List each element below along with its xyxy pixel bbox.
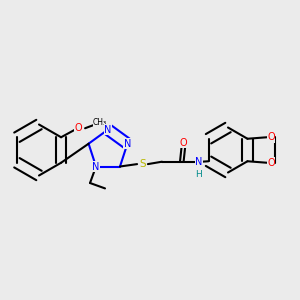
Text: N: N [104,124,112,135]
Text: S: S [139,159,146,169]
Text: N: N [124,139,131,149]
Text: O: O [179,138,187,148]
Text: O: O [267,158,275,168]
Text: O: O [267,132,275,142]
Text: O: O [74,123,82,133]
Text: CH₃: CH₃ [93,118,107,127]
Text: H: H [196,170,202,179]
Text: N: N [92,161,100,172]
Text: N: N [195,157,203,167]
